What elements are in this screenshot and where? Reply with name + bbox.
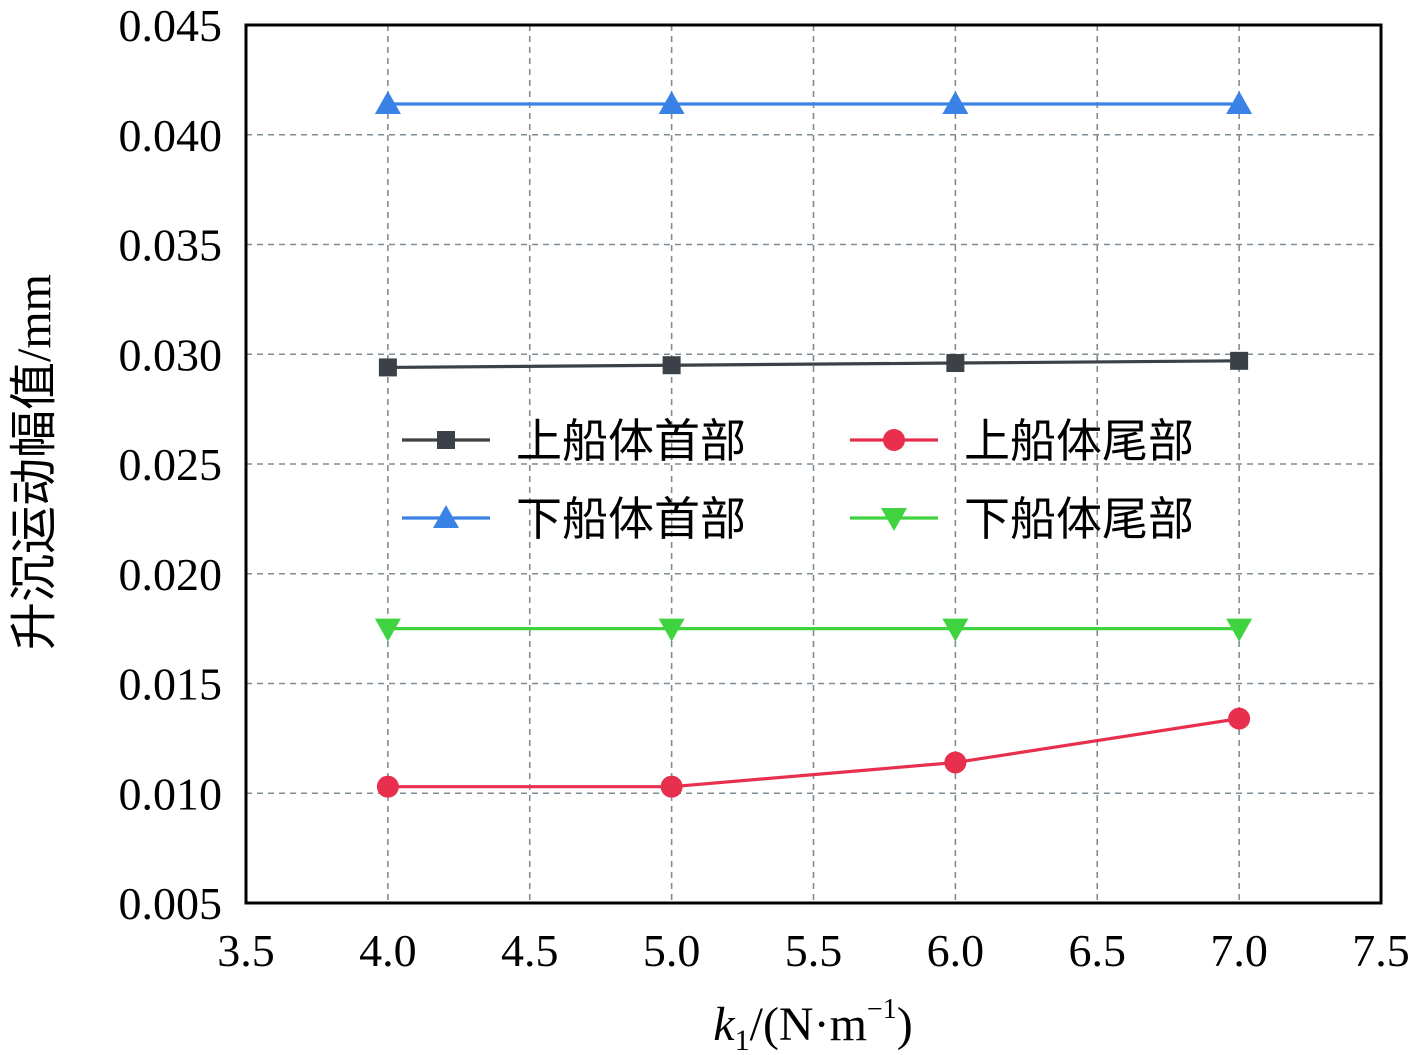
legend-entry: 下船体尾部 — [850, 492, 1194, 546]
data-point — [660, 775, 683, 798]
data-point — [658, 618, 685, 642]
legend-label: 下船体首部 — [516, 492, 746, 546]
legend-entry: 下船体首部 — [402, 492, 746, 546]
plot-frame — [244, 23, 1383, 905]
x-tick-label: 6.5 — [1069, 925, 1127, 976]
series-1 — [378, 351, 1249, 377]
data-point — [378, 358, 397, 377]
data-point — [1228, 707, 1251, 730]
x-tick-label: 7.5 — [1352, 925, 1410, 976]
legend-marker — [437, 431, 455, 449]
y-tick-label: 0.015 — [119, 659, 223, 710]
x-tick-label: 4.0 — [359, 925, 417, 976]
y-tick-label: 0.045 — [119, 0, 223, 51]
x-tick-label: 4.5 — [501, 925, 559, 976]
legend-label: 上船体尾部 — [964, 414, 1194, 468]
series-4 — [374, 618, 1253, 642]
y-tick-label: 0.020 — [119, 549, 223, 600]
grid — [246, 25, 1381, 903]
legend-entry: 上船体首部 — [402, 414, 746, 468]
y-tick-label: 0.035 — [119, 220, 223, 271]
legend-marker — [883, 429, 905, 451]
series-layer — [374, 91, 1253, 798]
legend-label: 上船体首部 — [516, 414, 746, 468]
data-point — [658, 91, 685, 115]
y-tick-label: 0.005 — [119, 878, 223, 929]
legend-entry: 上船体尾部 — [850, 414, 1194, 468]
series-2 — [376, 707, 1251, 798]
data-point — [1230, 351, 1249, 370]
data-point — [942, 91, 969, 115]
x-tick-label: 5.0 — [643, 925, 701, 976]
data-point — [942, 618, 969, 642]
x-tick-labels: 3.5 4.0 4.5 5.0 5.5 6.0 6.5 7.0 7.5 — [217, 925, 1410, 976]
y-tick-label: 0.030 — [119, 329, 223, 380]
legend-label: 下船体尾部 — [964, 492, 1194, 546]
data-point — [374, 618, 401, 642]
y-tick-labels: 0.005 0.010 0.015 0.020 0.025 0.030 0.035 0.040… — [119, 0, 223, 929]
legend-marker — [881, 508, 907, 531]
data-point — [374, 91, 401, 115]
y-tick-label: 0.025 — [119, 439, 223, 490]
x-tick-label: 6.0 — [927, 925, 985, 976]
x-tick-label: 5.5 — [785, 925, 843, 976]
legend-marker — [433, 505, 459, 528]
x-axis-label: k1/(N·m−1) — [713, 994, 912, 1055]
data-point — [1226, 91, 1253, 115]
data-point — [662, 356, 681, 375]
series-line — [387, 359, 1240, 370]
data-point — [1226, 618, 1253, 642]
x-tick-label: 7.0 — [1210, 925, 1268, 976]
data-point — [376, 775, 399, 798]
x-tick-label: 3.5 — [217, 925, 275, 976]
data-point — [944, 751, 967, 774]
data-point — [946, 354, 965, 373]
series-3 — [374, 91, 1253, 115]
series-line — [387, 717, 1240, 789]
y-tick-label: 0.040 — [119, 110, 223, 161]
y-axis-label: 升沉运动幅值/mm — [8, 274, 61, 650]
y-tick-label: 0.010 — [119, 768, 223, 819]
